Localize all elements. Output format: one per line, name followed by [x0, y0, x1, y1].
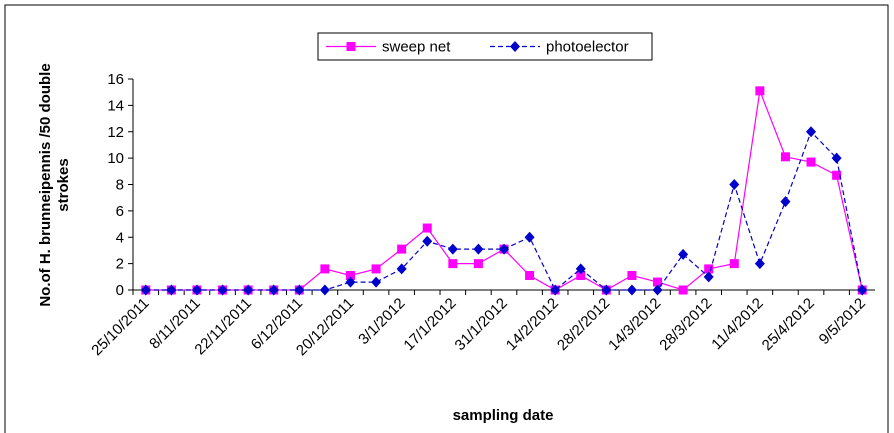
marker	[525, 270, 535, 280]
marker	[268, 284, 279, 296]
marker	[320, 264, 330, 274]
x-tick-label: 31/1/2012	[452, 295, 511, 354]
marker	[191, 284, 202, 296]
marker	[524, 231, 535, 243]
marker	[447, 243, 458, 255]
marker	[422, 223, 432, 233]
marker	[729, 259, 739, 269]
x-tick-label: 28/2/2012	[554, 295, 613, 354]
marker	[832, 170, 842, 180]
marker	[345, 270, 355, 280]
x-tick-label: 14/3/2012	[605, 295, 664, 354]
legend-marker	[346, 42, 356, 51]
marker	[243, 284, 254, 296]
marker	[217, 284, 228, 296]
x-tick-label: 25/4/2012	[759, 295, 818, 354]
marker	[678, 285, 688, 295]
marker	[626, 284, 637, 296]
y-tick-label: 10	[107, 150, 124, 167]
marker	[345, 276, 356, 288]
marker	[422, 235, 433, 247]
x-tick-label: 14/2/2012	[503, 295, 562, 354]
marker	[780, 196, 791, 208]
x-tick-label: 3/1/2012	[355, 295, 408, 348]
x-tick-label: 25/10/2011	[88, 295, 152, 359]
y-axis-title: No.of H. brunneipennis /50 double	[37, 63, 54, 306]
marker	[575, 263, 586, 275]
y-tick-label: 8	[116, 177, 124, 194]
y-axis-title: strokes	[55, 158, 72, 211]
y-tick-label: 4	[116, 229, 124, 246]
y-tick-label: 14	[107, 97, 124, 114]
marker	[703, 271, 714, 283]
marker	[397, 244, 407, 254]
marker	[371, 276, 382, 288]
marker	[780, 152, 790, 162]
marker	[550, 284, 561, 296]
marker	[319, 284, 330, 296]
marker	[857, 284, 868, 296]
marker	[678, 248, 689, 260]
y-tick-label: 12	[107, 124, 124, 141]
legend-label: sweep net	[382, 39, 451, 56]
marker	[371, 264, 381, 274]
marker	[754, 258, 765, 270]
marker	[653, 277, 663, 287]
marker	[576, 270, 586, 280]
marker	[831, 152, 842, 164]
chart-border	[4, 4, 889, 433]
y-tick-label: 2	[116, 256, 124, 273]
marker	[140, 284, 151, 296]
marker	[396, 263, 407, 275]
marker	[601, 284, 612, 296]
x-tick-label: 9/5/2012	[816, 295, 869, 348]
marker	[294, 284, 305, 296]
y-tick-label: 6	[116, 203, 124, 220]
marker	[729, 179, 740, 190]
marker	[704, 264, 714, 274]
x-axis-title: sampling date	[453, 407, 554, 424]
marker	[473, 243, 484, 255]
marker	[755, 86, 765, 96]
marker	[473, 259, 483, 269]
marker	[448, 259, 458, 269]
series-line	[145, 130, 863, 291]
marker	[806, 157, 816, 167]
y-tick-label: 16	[107, 71, 124, 88]
x-tick-label: 11/4/2012	[708, 295, 766, 353]
y-tick-label: 0	[116, 282, 124, 299]
marker	[652, 284, 663, 296]
x-tick-label: 28/3/2012	[656, 295, 715, 354]
marker	[627, 270, 637, 280]
marker	[166, 284, 177, 296]
x-tick-label: 17/1/2012	[400, 295, 459, 354]
marker	[499, 243, 509, 255]
marker	[806, 126, 817, 138]
legend-marker	[510, 41, 520, 52]
legend-label: photoelector	[546, 39, 629, 56]
series-line	[145, 88, 863, 291]
